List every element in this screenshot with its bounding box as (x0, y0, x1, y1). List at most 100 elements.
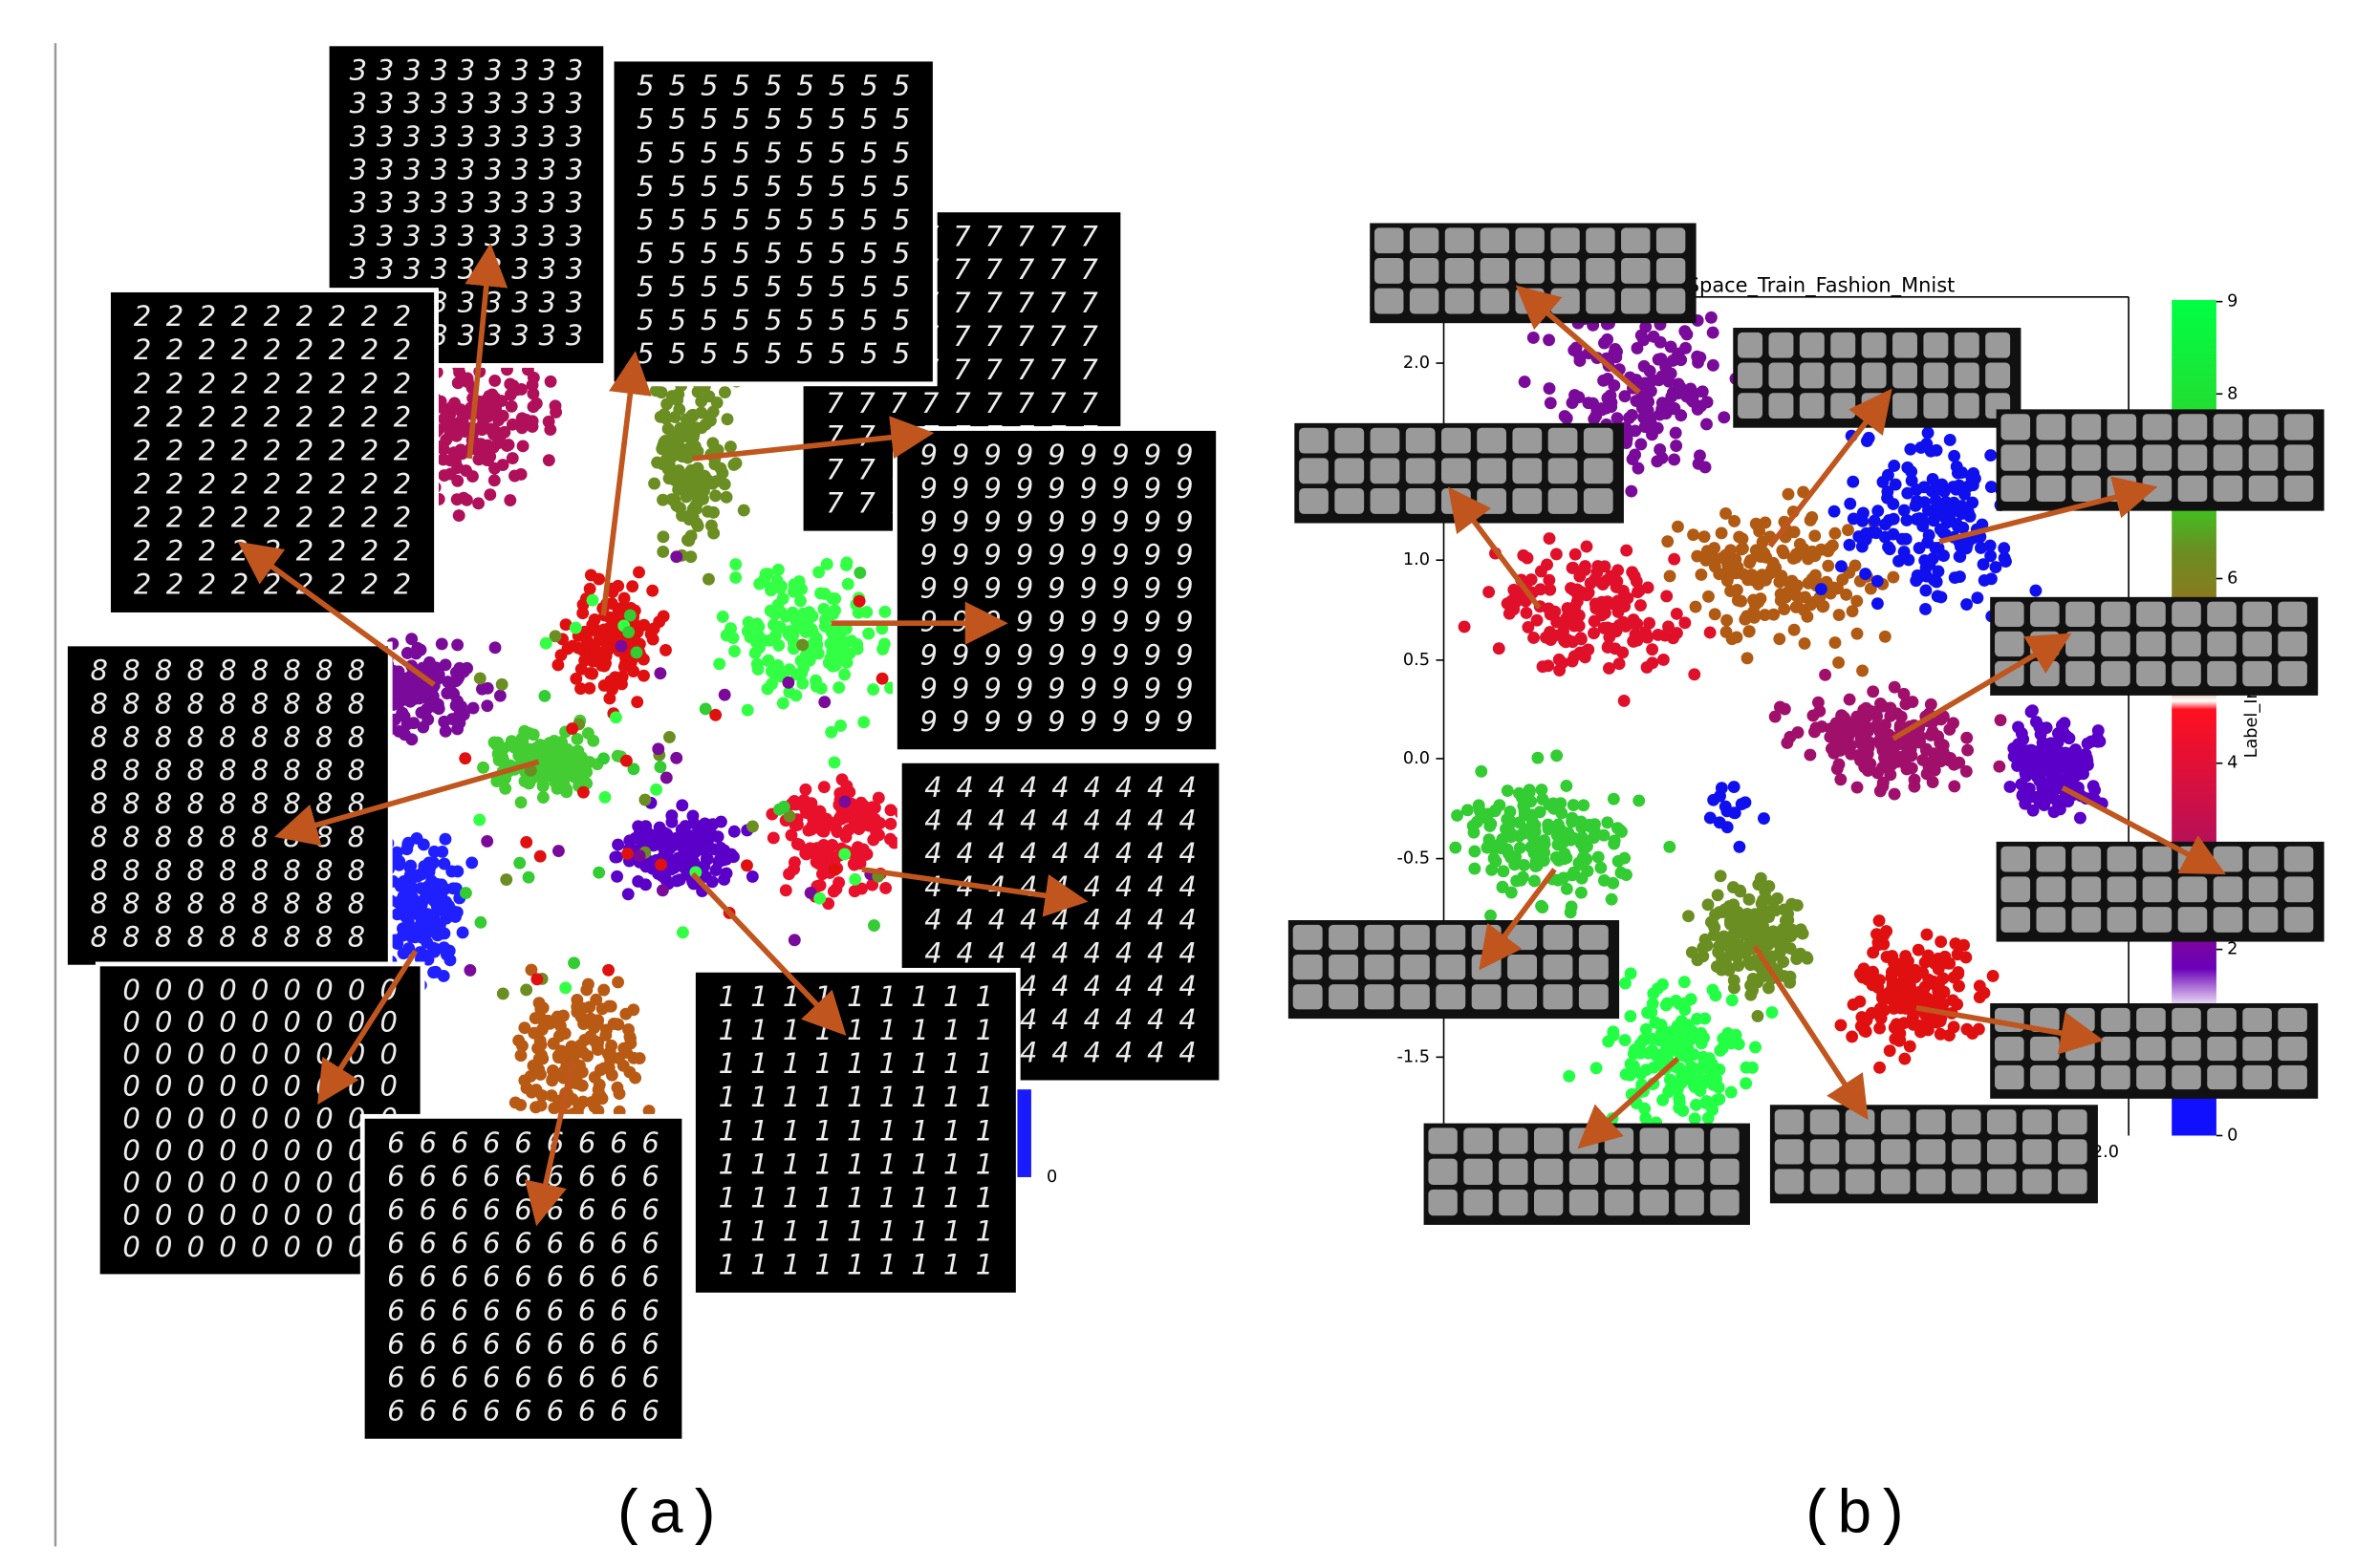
scatter-point (1552, 653, 1566, 666)
scatter-point (403, 684, 416, 698)
scatter-point (1904, 742, 1917, 756)
scatter-point (771, 563, 785, 576)
item-image (2283, 414, 2314, 440)
digit-glyph: 5 (669, 137, 686, 169)
digit-glyph: 4 (988, 837, 1005, 870)
item-image (1550, 258, 1580, 284)
item-image (2172, 1036, 2201, 1062)
scatter-point (1663, 569, 1676, 583)
digit-glyph: 8 (186, 921, 204, 954)
digit-glyph: 2 (361, 333, 378, 366)
scatter-point (682, 413, 696, 426)
digit-glyph: 9 (1080, 472, 1097, 505)
scatter-point (672, 483, 685, 496)
scatter-point (654, 410, 667, 423)
digit-glyph: 5 (733, 304, 750, 336)
digit-glyph: 2 (231, 468, 249, 501)
digit-glyph: 6 (451, 1327, 468, 1360)
scatter-point (1614, 866, 1628, 879)
scatter-point (1671, 351, 1683, 364)
digit-glyph: 1 (911, 1181, 928, 1214)
scatter-point (2033, 795, 2046, 808)
digit-glyph: 1 (943, 1014, 961, 1046)
item-image (2101, 660, 2130, 687)
digit-glyph: 3 (403, 54, 421, 86)
scatter-point (488, 374, 502, 387)
scatter-point (1983, 539, 1997, 552)
digit-glyph: 0 (187, 1167, 205, 1199)
scatter-point (584, 569, 597, 582)
scatter-point (1566, 811, 1579, 825)
thumbnail-image (364, 1118, 682, 1439)
scatter-point (544, 375, 557, 388)
item-image (2172, 601, 2201, 627)
item-image (1880, 1109, 1911, 1135)
scatter-point (530, 973, 544, 986)
digit-glyph: 0 (315, 1038, 333, 1070)
scatter-point (1851, 749, 1865, 762)
thumbnail (1287, 920, 1620, 1020)
scatter-point (1888, 1021, 1901, 1034)
scatter-point (1776, 544, 1789, 557)
digit-glyph: 5 (669, 237, 686, 269)
digit-glyph: 9 (1080, 539, 1097, 571)
digit-glyph: 2 (134, 300, 151, 333)
scatter-point (772, 620, 786, 634)
digit-glyph: 9 (1176, 605, 1193, 637)
scatter-point (804, 887, 817, 899)
scatter-point (1689, 600, 1702, 613)
digit-glyph: 5 (893, 204, 910, 236)
scatter-point (699, 817, 711, 830)
digit-glyph: 2 (394, 535, 411, 568)
scatter-point (1670, 440, 1683, 452)
scatter-point (849, 845, 862, 858)
digit-glyph: 7 (985, 354, 1004, 386)
scatter-point (1931, 590, 1944, 603)
scatter-point (520, 1082, 533, 1095)
scatter-point (1580, 540, 1593, 553)
digit-glyph: 3 (350, 220, 367, 252)
scatter-point (525, 963, 538, 977)
item-image (2207, 601, 2237, 627)
digit-glyph: 0 (187, 974, 205, 1006)
digit-glyph: 0 (219, 1198, 236, 1231)
arrow (524, 1061, 575, 1227)
thumbnail-image (67, 646, 388, 965)
digit-glyph: 5 (765, 70, 782, 102)
digit-glyph: 7 (857, 454, 876, 486)
item-image (1374, 227, 1404, 254)
scatter-point (1960, 598, 1974, 611)
scatter-point (593, 1078, 606, 1091)
digit-glyph: 8 (251, 888, 269, 920)
scatter-point (1950, 460, 1963, 473)
digit-glyph: 0 (155, 1038, 172, 1070)
digit-glyph: 8 (315, 921, 333, 954)
digit-glyph: 4 (1147, 1003, 1164, 1036)
item-image (1299, 488, 1329, 514)
item-image (1405, 458, 1436, 484)
digit-glyph: 8 (315, 888, 333, 920)
scatter-point (676, 509, 688, 523)
scatter-point (1904, 442, 1917, 456)
scatter-point (1751, 1009, 1764, 1022)
scatter-point (695, 406, 708, 419)
digit-glyph: 4 (956, 804, 973, 836)
scatter-point (1660, 590, 1674, 603)
digit-glyph: 4 (1178, 804, 1196, 836)
item-image (1710, 1128, 1740, 1154)
digit-glyph: 1 (879, 1148, 897, 1180)
digit-glyph: 6 (547, 1227, 564, 1259)
scatter-point (1639, 1022, 1653, 1036)
digit-glyph: 8 (91, 754, 108, 786)
scatter-point (1602, 639, 1615, 653)
scatter-point (1960, 1022, 1974, 1036)
digit-glyph: 2 (329, 367, 346, 399)
digit-glyph: 2 (329, 300, 346, 333)
scatter-point (1624, 1068, 1637, 1082)
item-image (1463, 1128, 1493, 1154)
scatter-point (1700, 418, 1713, 431)
digit-glyph: 5 (733, 337, 750, 370)
thumbnail (1990, 1002, 2319, 1099)
digit-glyph: 9 (952, 638, 969, 671)
scatter-point (1653, 374, 1665, 387)
